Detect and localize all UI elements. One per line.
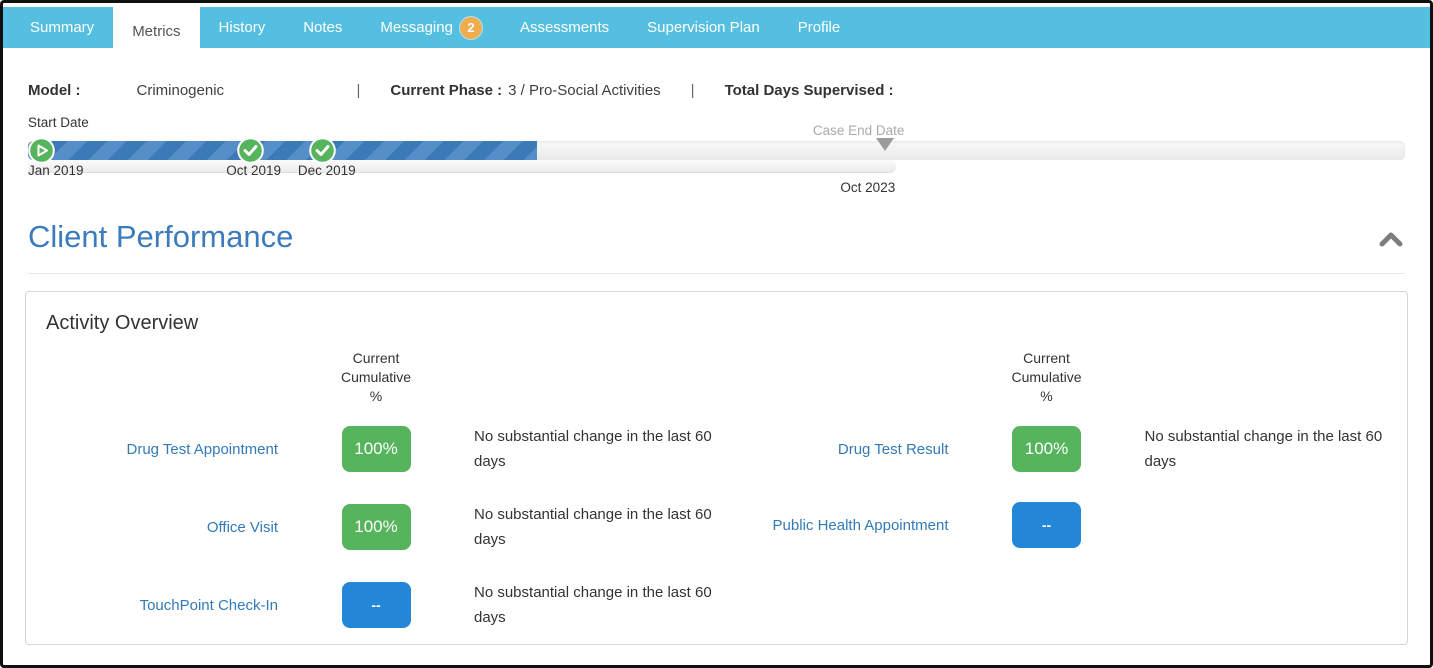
column-header: Current Cumulative % xyxy=(717,349,1388,406)
info-separator: | xyxy=(356,82,361,99)
info-separator: | xyxy=(690,82,695,99)
activity-overview-card: Activity Overview Current Cumulative % D… xyxy=(25,291,1408,645)
tab-messaging[interactable]: Messaging 2 xyxy=(361,7,501,48)
tab-summary[interactable]: Summary xyxy=(11,7,113,48)
play-icon[interactable] xyxy=(28,137,55,164)
cumulative-percent-badge: -- xyxy=(341,582,411,628)
current-phase-value: 3 / Pro-Social Activities xyxy=(508,82,661,99)
start-date-label: Start Date xyxy=(28,115,89,130)
current-phase-label: Current Phase : xyxy=(390,82,503,99)
activity-link-touchpoint-check-in[interactable]: TouchPoint Check-In xyxy=(139,596,278,614)
timeline-track xyxy=(28,137,1405,164)
activity-link-drug-test-result[interactable]: Drug Test Result xyxy=(837,440,949,458)
tab-metrics[interactable]: Metrics xyxy=(113,7,200,55)
tab-bar: Summary Metrics History Notes Messaging … xyxy=(3,7,1430,55)
milestone-date: Jan 2019 xyxy=(28,163,84,178)
tab-summary-label: Summary xyxy=(30,19,95,36)
timeline-progress-fill xyxy=(28,141,538,160)
change-note: No substantial change in the last 60 day… xyxy=(474,506,712,548)
check-icon[interactable] xyxy=(237,137,265,164)
tab-history-label: History xyxy=(218,19,266,36)
section-divider xyxy=(28,273,1405,274)
column-header-line: Cumulative xyxy=(340,369,412,385)
activity-row: Office Visit 100% No substantial change … xyxy=(46,502,717,552)
cumulative-percent-badge: 100% xyxy=(341,504,411,550)
column-header: Current Cumulative % xyxy=(46,349,717,406)
change-note: No substantial change in the last 60 day… xyxy=(474,584,712,626)
case-info-bar: Model : Criminogenic | Current Phase : 3… xyxy=(28,82,1405,99)
tab-history[interactable]: History xyxy=(200,7,285,48)
column-header-line: Current xyxy=(352,350,400,366)
column-header-line: Current xyxy=(1023,350,1070,366)
change-note: No substantial change in the last 60 day… xyxy=(1144,428,1383,470)
activity-column-left: Current Cumulative % Drug Test Appointme… xyxy=(46,349,717,658)
tab-notes[interactable]: Notes xyxy=(284,7,361,48)
activity-row: Public Health Appointment -- xyxy=(717,502,1388,548)
chevron-up-icon[interactable] xyxy=(1377,229,1405,251)
tab-supervision-plan[interactable]: Supervision Plan xyxy=(628,7,779,48)
supervision-timeline: Start Date Case End Date xyxy=(28,115,1405,197)
activity-link-drug-test-appointment[interactable]: Drug Test Appointment xyxy=(126,440,278,458)
page-title: Client Performance xyxy=(28,219,294,254)
model-value: Criminogenic xyxy=(136,82,225,99)
messaging-count-badge: 2 xyxy=(459,16,482,39)
tab-profile-label: Profile xyxy=(797,19,841,36)
tab-supervision-plan-label: Supervision Plan xyxy=(647,19,760,36)
milestone-date: Oct 2019 xyxy=(226,163,282,178)
cumulative-percent-badge: -- xyxy=(1012,502,1081,548)
tab-profile[interactable]: Profile xyxy=(779,7,860,48)
change-note: No substantial change in the last 60 day… xyxy=(474,428,712,470)
activity-row: Drug Test Appointment 100% No substantia… xyxy=(46,424,717,474)
activity-column-right: Current Cumulative % Drug Test Result 10… xyxy=(717,349,1388,658)
tab-metrics-label: Metrics xyxy=(132,22,181,40)
model-label: Model : xyxy=(28,82,81,99)
case-end-date-value: Oct 2023 xyxy=(840,180,896,195)
tab-notes-label: Notes xyxy=(303,19,343,36)
cumulative-percent-badge: 100% xyxy=(1012,426,1081,472)
timeline-elapsed-band xyxy=(28,160,896,173)
card-title: Activity Overview xyxy=(46,312,199,334)
case-end-date-label: Case End Date xyxy=(812,123,905,138)
activity-row: Drug Test Result 100% No substantial cha… xyxy=(717,424,1388,474)
column-header-line: % xyxy=(1040,388,1053,404)
tab-assessments-label: Assessments xyxy=(519,19,610,36)
milestone-date: Dec 2019 xyxy=(297,163,356,178)
tab-assessments[interactable]: Assessments xyxy=(501,7,628,48)
total-days-supervised-label: Total Days Supervised : xyxy=(724,82,894,99)
column-header-line: Cumulative xyxy=(1011,369,1082,385)
check-icon[interactable] xyxy=(309,137,336,164)
client-performance-section-header: Client Performance xyxy=(28,219,1405,274)
activity-row: TouchPoint Check-In -- No substantial ch… xyxy=(46,580,717,630)
cumulative-percent-badge: 100% xyxy=(341,426,411,472)
tab-messaging-label: Messaging xyxy=(380,19,453,36)
activity-link-office-visit[interactable]: Office Visit xyxy=(206,518,278,536)
activity-link-public-health-appointment[interactable]: Public Health Appointment xyxy=(772,516,949,534)
case-end-marker-icon xyxy=(876,138,895,151)
column-header-line: % xyxy=(369,388,383,404)
